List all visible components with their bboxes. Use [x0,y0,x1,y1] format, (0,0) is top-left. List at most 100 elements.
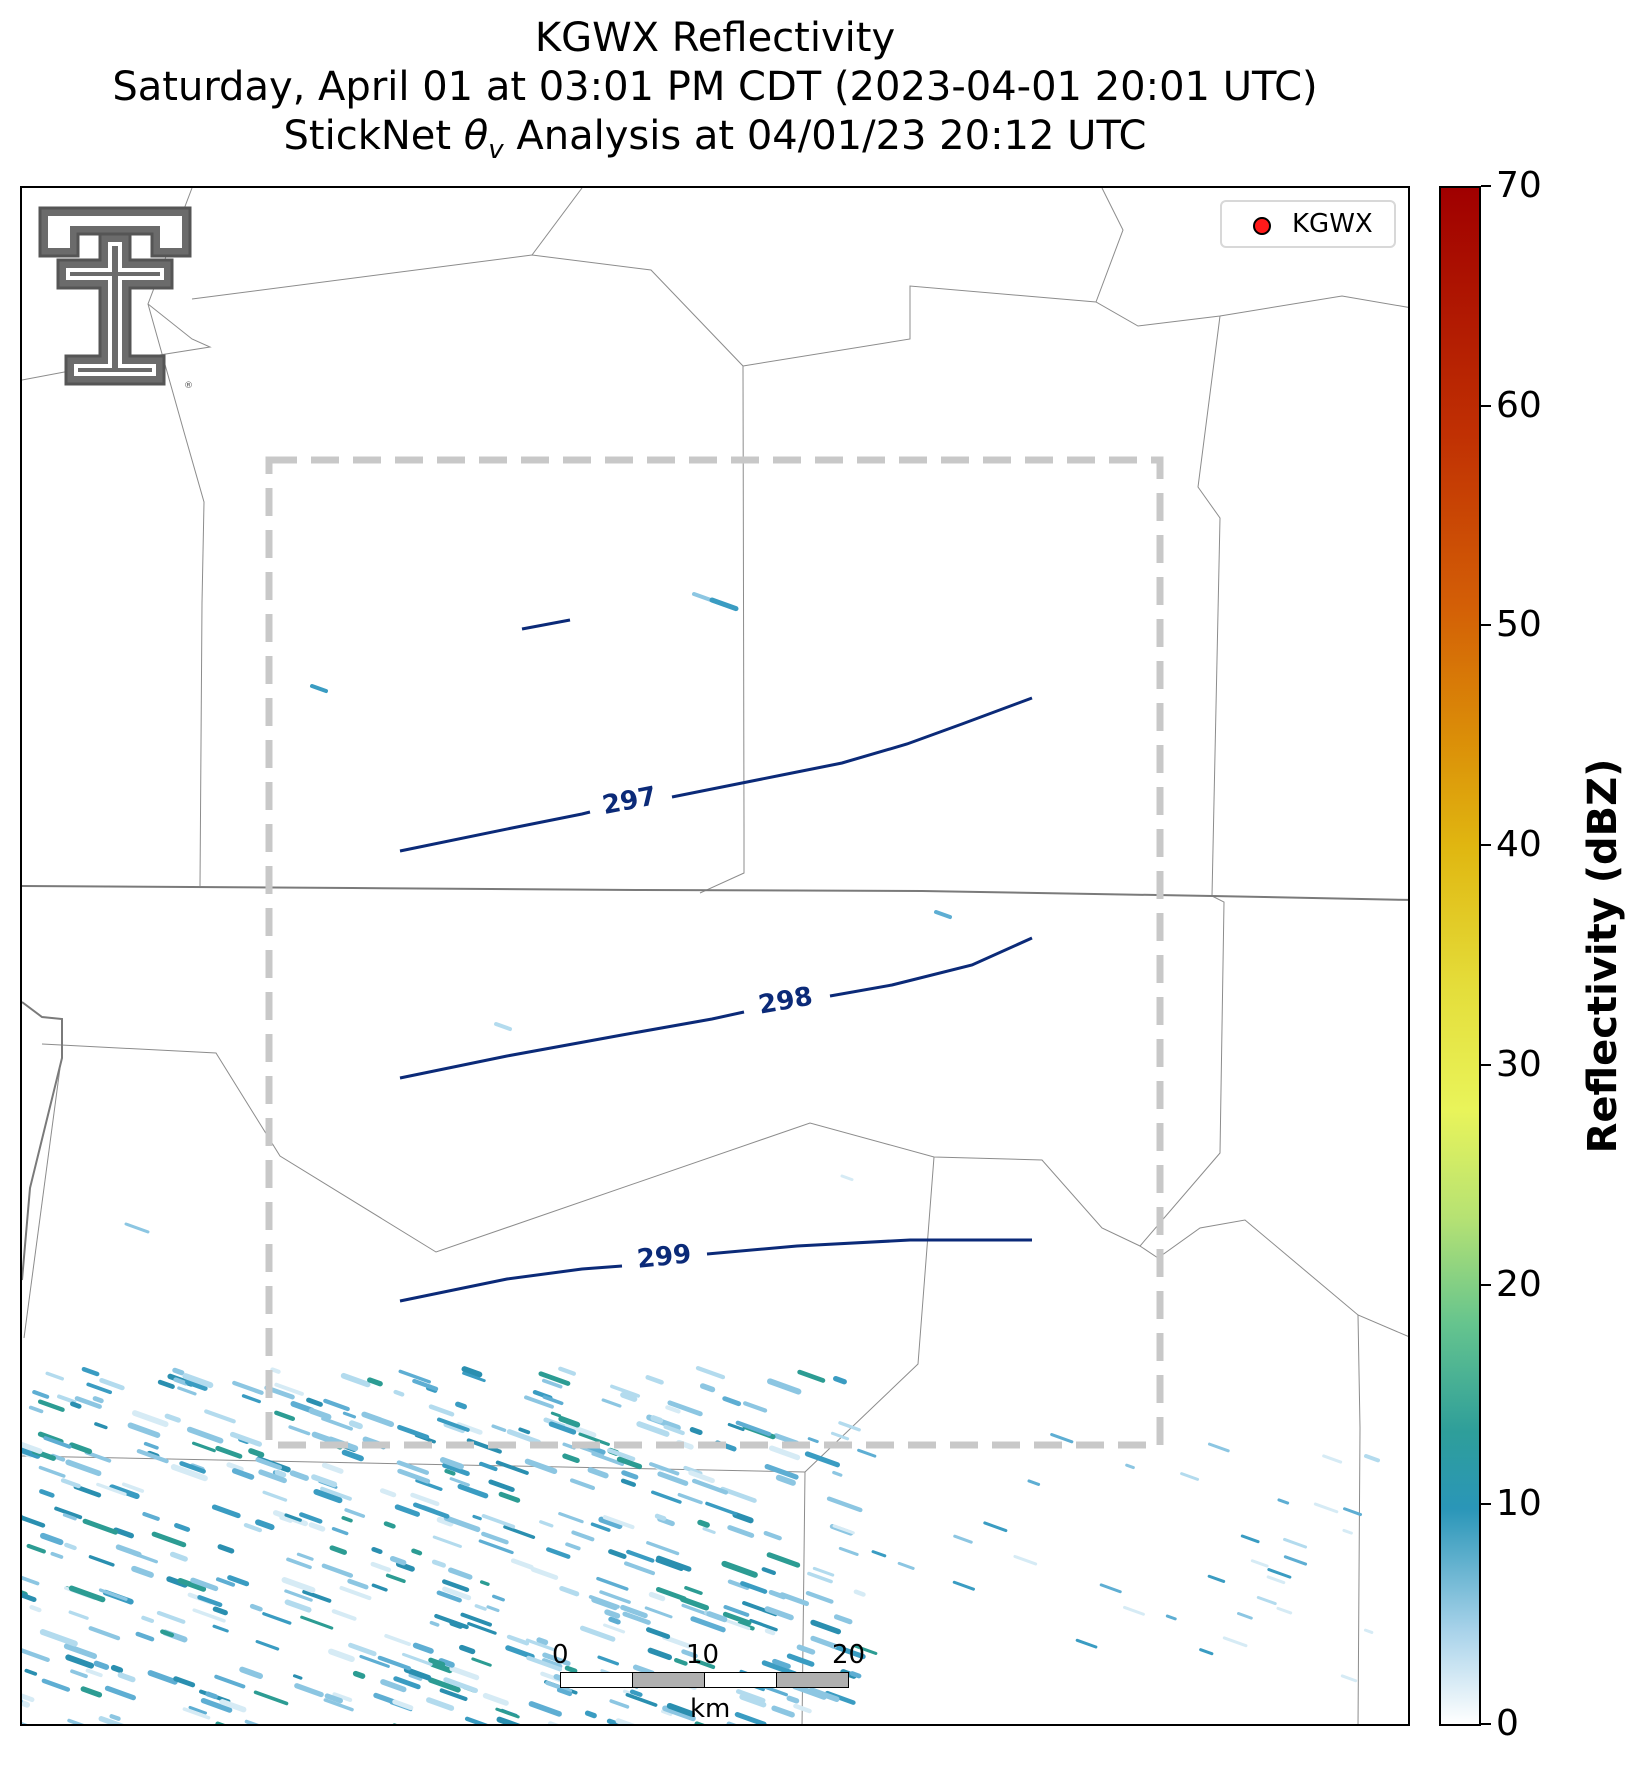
radar-echo [50,1551,64,1559]
scale-tick-10: 10 [686,1640,720,1670]
radar-echo [341,1516,353,1523]
radar-echo [690,1616,726,1633]
radar-echo [41,1678,71,1692]
radar-echo [761,1567,776,1576]
title-line-2: Saturday, April 01 at 03:01 PM CDT (2023… [112,64,1318,110]
radar-echo [1207,1574,1226,1583]
scale-unit: km [690,1694,731,1724]
radar-echo [127,1422,161,1438]
scale-segment [632,1672,705,1688]
radar-echo [720,1486,757,1503]
radar-echo [1027,1479,1041,1486]
radar-echo [54,1506,83,1520]
radar-echo [443,1677,479,1693]
colorbar-tick-mark [1481,185,1491,187]
radar-echo [853,1644,878,1655]
radar-echo [82,1518,118,1535]
radar-echo [597,1655,620,1666]
radar-echo [359,1654,390,1668]
radar-echo [321,1416,353,1431]
radar-echo [311,1474,338,1488]
radar-echo [412,1642,434,1654]
radar-echo [983,1521,1008,1533]
radar-echo [65,1654,95,1669]
radar-echo [1276,1606,1293,1615]
radar-echo [22,1592,37,1602]
radar-echo [281,1577,316,1594]
radar-echo [953,1534,973,1544]
radar-echo [584,1710,597,1719]
radar-echo [608,1616,621,1625]
radar-echo [131,1565,154,1578]
radar-echo [397,1468,431,1484]
radar-echo [211,1504,241,1519]
radar-echo [771,1705,795,1718]
radar-echo [764,1606,794,1621]
radar-echo [320,1486,352,1501]
radar-echo [81,1366,100,1377]
contour-297-line [399,696,1033,853]
radar-echo [393,1676,421,1690]
legend-label: KGWX [1292,209,1373,239]
radar-echo [538,1371,571,1386]
radar-echo [479,1580,490,1586]
radar-echo [663,1424,685,1436]
map-panel: 297 298 299 [20,186,1410,1726]
radar-echo [541,1378,563,1389]
radar-echo [1099,1583,1122,1594]
radar-echo [438,1658,455,1668]
radar-echo [546,1547,571,1559]
radar-echo [367,1377,383,1387]
radar-echo [1013,1554,1038,1566]
radar-echo [37,1399,65,1412]
radar-echo [306,1397,323,1407]
radar-echo [43,1436,72,1449]
radar-echo [722,1396,742,1407]
radar-echo [732,1511,754,1524]
radar-echo [481,1514,516,1529]
scale-tick-0: 0 [552,1640,569,1670]
radar-echo [645,1375,664,1385]
theta-subscript: v [488,135,504,165]
radar-echo [313,1488,343,1504]
radar-echo [197,1595,223,1608]
radar-echo [429,1661,453,1674]
radar-echo [622,1689,634,1696]
radar-echo [620,1478,637,1487]
radar-echo [253,1690,289,1706]
radar-echo [647,1647,673,1661]
colorbar-tick-mark [1481,1723,1491,1725]
radar-echo [443,1422,465,1434]
radar-echo [683,1465,703,1476]
radar-echo [88,1626,121,1641]
colorbar-tick-mark [1481,1283,1491,1286]
radar-echo [212,1606,228,1616]
radar-echo [113,1527,134,1539]
radar-echo [328,1648,355,1663]
radar-echo [1342,1528,1353,1535]
radar-echo [449,1619,464,1629]
radar-site-marker-icon [1253,217,1271,235]
radar-echo [26,1543,46,1554]
radar-echo [604,1609,621,1619]
radar-echo [871,1550,887,1558]
radar-echo [596,1576,629,1591]
radar-echo [766,1552,801,1568]
radar-echo [174,1523,191,1532]
radar-echo [84,1450,112,1463]
radar-echo [492,1594,505,1602]
radar-echo [274,1410,296,1421]
radar-echo [740,1581,768,1594]
radar-echo [702,1527,716,1534]
radar-echo [591,1596,618,1611]
radar-echo [735,1689,766,1703]
radar-echo [179,1461,206,1474]
radar-echo [308,1522,326,1532]
radar-echo [24,1668,38,1676]
radar-echo [373,1692,397,1705]
radar-echo [688,1470,715,1484]
radar-echo [769,1445,801,1461]
radar-echo [439,1457,464,1470]
county-boundaries [22,188,1408,1724]
radar-echo [536,1637,549,1646]
